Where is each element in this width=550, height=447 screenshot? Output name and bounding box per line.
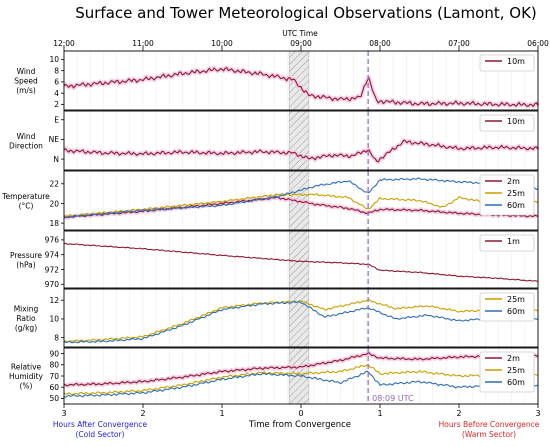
convergence-band — [288, 110, 310, 171]
event-marker-label: 08:09 UTC — [372, 394, 414, 403]
right-sector-note: (Warm Sector) — [462, 430, 516, 439]
y-tick-label: 50 — [49, 394, 59, 403]
panel-ylabel: Speed — [14, 77, 38, 86]
y-tick-label: 20 — [49, 199, 59, 208]
panel-frame — [63, 110, 539, 171]
legend-label: 1m — [507, 237, 520, 246]
top-tick-label: 12:00 — [53, 39, 75, 48]
y-tick-label: 70 — [49, 372, 59, 381]
y-tick-label: 976 — [45, 236, 60, 245]
bottom-tick-label: 2 — [140, 409, 145, 418]
panel-ylabel: Mixing — [14, 305, 39, 314]
bottom-tick-label: 3 — [61, 409, 66, 418]
series-line — [63, 298, 539, 343]
series-line — [63, 242, 539, 283]
top-tick-label: 09:00 — [290, 39, 312, 48]
panel-ylabel: Direction — [9, 141, 43, 150]
left-sector-note: Hours After Convergence — [53, 420, 148, 429]
top-axis-label: UTC Time — [282, 29, 318, 38]
bottom-tick-label: 2 — [456, 409, 461, 418]
y-tick-label: 8 — [54, 66, 59, 75]
panel-ylabel: (°C) — [19, 201, 34, 210]
bottom-tick-label: 0 — [298, 409, 303, 418]
panel-ylabel: Relative — [11, 363, 42, 372]
y-tick-label: NE — [49, 135, 60, 144]
legend-box — [479, 292, 535, 322]
bottom-tick-label: 1 — [219, 409, 224, 418]
legend-label: 60m — [507, 307, 525, 316]
y-tick-label: 974 — [45, 250, 60, 259]
bottom-axis-label: Time from Convergence — [248, 420, 351, 430]
legend-box — [479, 114, 535, 132]
legend-label: 10m — [507, 117, 525, 126]
y-tick-label: 970 — [45, 280, 60, 289]
convergence-band — [288, 230, 310, 289]
chart-title: Surface and Tower Meteorological Observa… — [75, 4, 537, 22]
bottom-tick-label: 3 — [535, 409, 540, 418]
y-tick-label: 22 — [49, 180, 59, 189]
legend-label: 10m — [507, 57, 525, 66]
convergence-band — [288, 288, 310, 348]
panel-ylabel: (m/s) — [16, 86, 36, 95]
top-tick-label: 06:00 — [527, 39, 549, 48]
legend-label: 25m — [507, 295, 525, 304]
legend-label: 2m — [507, 354, 520, 363]
y-tick-label: 90 — [49, 349, 59, 358]
y-tick-label: E — [54, 116, 59, 125]
bottom-tick-label: 1 — [377, 409, 382, 418]
y-tick-label: 972 — [45, 265, 60, 274]
panel-frame — [63, 347, 539, 405]
series-line — [63, 370, 539, 398]
legend-label: 25m — [507, 366, 525, 375]
right-sector-note: Hours Before Convergence — [439, 420, 540, 429]
series-line — [63, 139, 539, 163]
panel-frame — [63, 50, 539, 111]
top-tick-label: 08:00 — [369, 39, 391, 48]
legend-box — [479, 54, 535, 72]
panel-ylabel: Ratio — [16, 314, 36, 323]
y-tick-label: 6 — [54, 78, 59, 87]
top-tick-label: 10:00 — [211, 39, 233, 48]
panel-ylabel: Wind — [17, 132, 36, 141]
panel-frame — [63, 230, 539, 289]
y-tick-label: 60 — [49, 383, 59, 392]
legend-box — [479, 234, 535, 252]
top-tick-label: 07:00 — [448, 39, 470, 48]
legend-label: 2m — [507, 177, 520, 186]
y-tick-label: 8 — [54, 333, 59, 342]
series-line — [63, 364, 539, 396]
legend-label: 60m — [507, 201, 525, 210]
y-tick-label: 10 — [49, 55, 59, 64]
top-tick-label: 11:00 — [132, 39, 154, 48]
panel-frame — [63, 170, 539, 231]
legend-label: 60m — [507, 378, 525, 387]
series-line — [63, 177, 539, 219]
panel-ylabel: Temperature — [1, 192, 50, 201]
series-line — [63, 300, 539, 344]
left-sector-note: (Cold Sector) — [75, 430, 124, 439]
legend-label: 25m — [507, 189, 525, 198]
panel-ylabel: Pressure — [10, 251, 42, 260]
panel-ylabel: (%) — [20, 382, 33, 391]
panel-ylabel: (hPa) — [16, 260, 35, 269]
y-tick-label: 80 — [49, 361, 59, 370]
series-line — [63, 352, 539, 387]
panel-frame — [63, 288, 539, 348]
y-tick-label: 12 — [49, 296, 59, 305]
y-tick-label: N — [53, 155, 59, 164]
y-tick-label: 10 — [49, 315, 59, 324]
panel-ylabel: Humidity — [9, 372, 44, 381]
panel-ylabel: Wind — [17, 67, 36, 76]
series-line — [63, 196, 539, 219]
series-line — [63, 67, 539, 108]
y-tick-label: 18 — [49, 219, 59, 228]
panel-ylabel: (g/kg) — [15, 324, 37, 333]
y-tick-label: 2 — [54, 100, 59, 109]
y-tick-label: 4 — [54, 89, 59, 98]
